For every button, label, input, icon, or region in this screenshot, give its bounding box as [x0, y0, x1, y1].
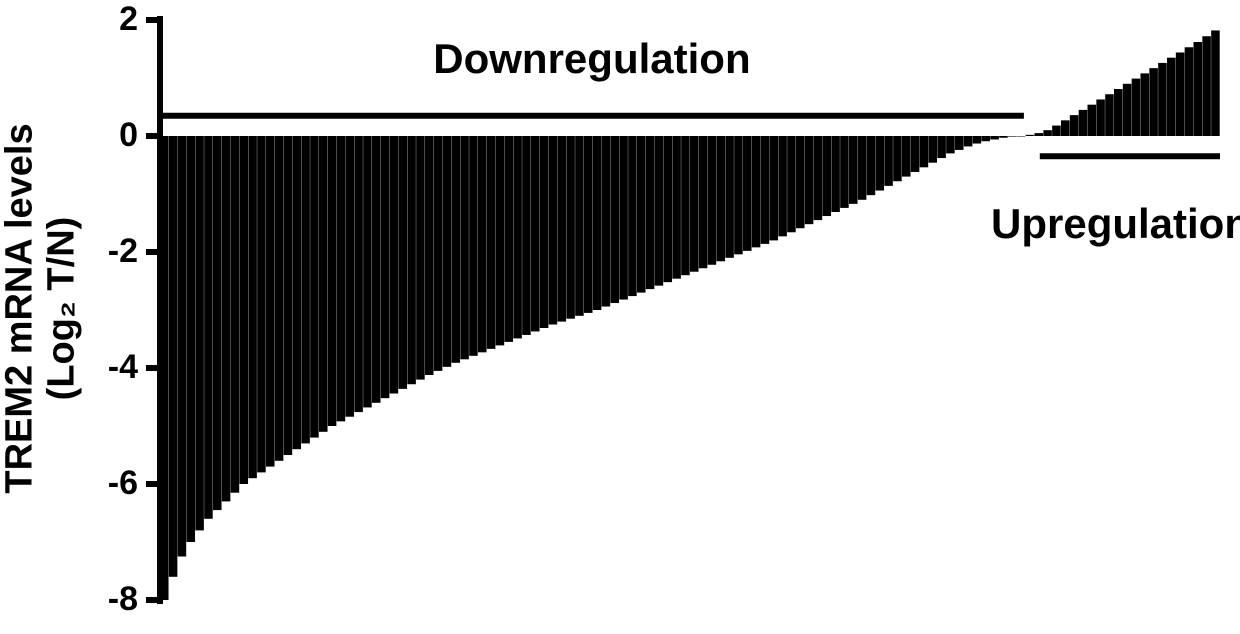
y-tick-label: -4 — [0, 348, 138, 387]
annotation-downregulation: Downregulation — [160, 35, 1024, 83]
y-tick-label: 2 — [0, 0, 138, 39]
annotation-upregulation: Upregulation — [910, 200, 1240, 248]
y-tick-label: -6 — [0, 464, 138, 503]
figure-root: TREM2 mRNA levels (Log₂ T/N) -8-6-4-202 … — [0, 0, 1240, 634]
plot-svg — [0, 0, 1240, 634]
y-tick-label: -2 — [0, 232, 138, 271]
y-tick-label: 0 — [0, 116, 138, 155]
y-tick-label: -8 — [0, 580, 138, 619]
